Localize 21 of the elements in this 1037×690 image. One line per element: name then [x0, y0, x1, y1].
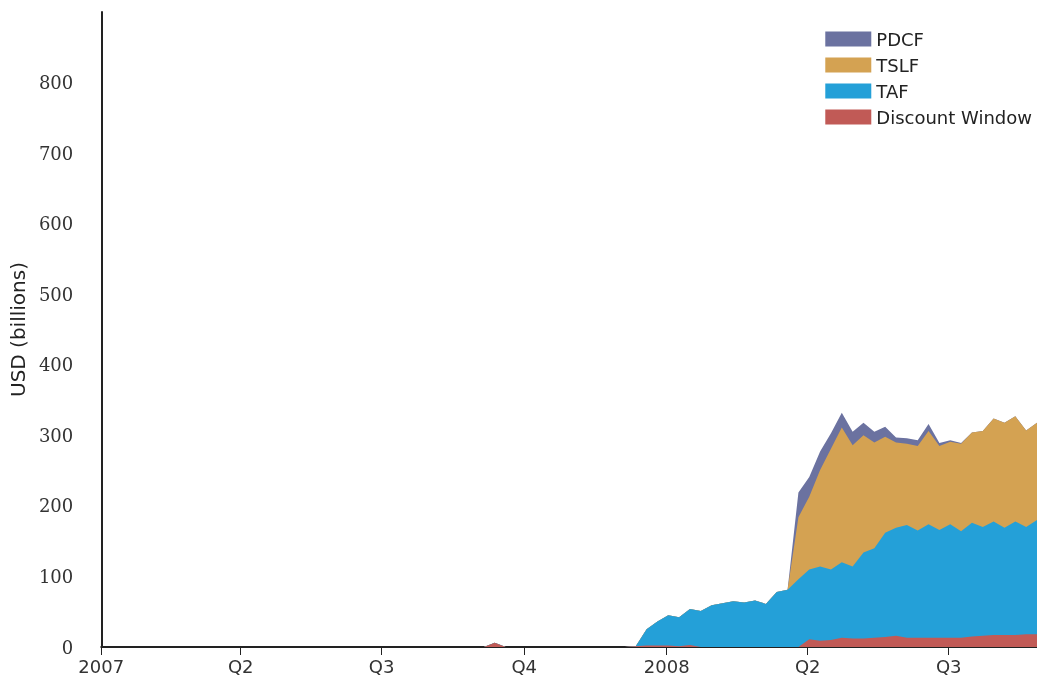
legend-label: Discount Window — [876, 106, 1032, 128]
legend-label: TAF — [875, 80, 909, 102]
x-tick-label: 2008 — [643, 655, 690, 677]
x-tick-label: Q2 — [227, 655, 254, 677]
y-tick-label: 400 — [38, 354, 74, 376]
y-tick-label: 0 — [61, 636, 74, 658]
y-tick-label: 600 — [38, 213, 74, 235]
y-axis-title: USD (billions) — [6, 262, 30, 397]
x-tick-label: Q2 — [794, 655, 821, 677]
legend-label: PDCF — [876, 28, 924, 50]
legend-label: TSLF — [875, 54, 920, 76]
x-tick-label: 2007 — [78, 655, 125, 677]
y-tick-label: 200 — [38, 495, 74, 517]
x-tick-label: Q3 — [935, 655, 962, 677]
y-tick-label: 500 — [38, 283, 74, 305]
y-tick-label: 300 — [38, 424, 74, 446]
x-tick-label: Q4 — [511, 655, 538, 677]
y-tick-label: 700 — [38, 142, 74, 164]
y-tick-label: 100 — [38, 565, 74, 587]
x-tick-label: Q3 — [368, 655, 395, 677]
y-tick-label: 800 — [38, 72, 74, 94]
